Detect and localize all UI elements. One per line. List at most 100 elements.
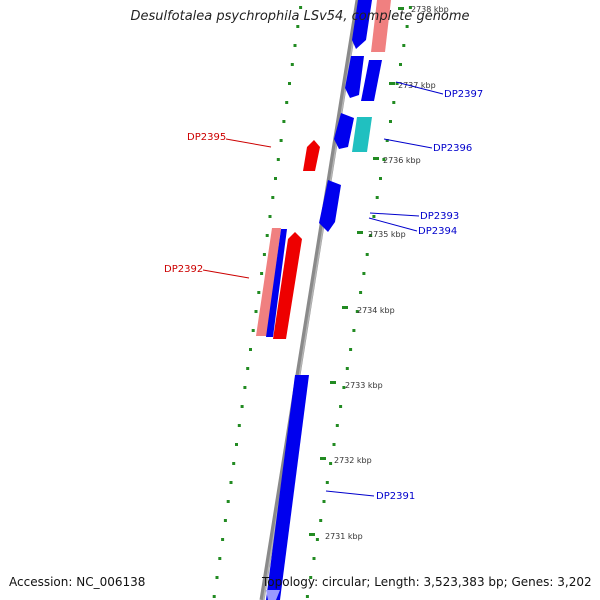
feature-rna-pink-top[interactable]	[371, 0, 391, 52]
gene-label-dp2397[interactable]: DP2397	[444, 89, 483, 100]
outer-guide-ring-dot	[296, 25, 300, 28]
inner-guide-ring-dot	[352, 329, 356, 332]
scale-tick-2735	[357, 231, 363, 234]
gene-label-dp2393[interactable]: DP2393	[420, 211, 459, 222]
scale-label-2734: 2734 kbp	[357, 306, 395, 315]
topology-text: Topology: circular; Length: 3,523,383 bp…	[262, 575, 592, 589]
inner-guide-ring-dot	[322, 500, 326, 503]
inner-guide-ring-dot	[335, 424, 339, 427]
feature-forward-top[interactable]	[352, 0, 372, 49]
inner-guide-ring-dot	[408, 6, 412, 9]
scale-label-2733: 2733 kbp	[345, 381, 383, 390]
feature-dp2397-a[interactable]	[345, 56, 364, 98]
outer-guide-ring-dot	[232, 462, 236, 465]
inner-guide-ring-dot	[369, 234, 373, 237]
feature-dp2397-b[interactable]	[361, 60, 382, 101]
inner-guide-ring-dot	[365, 253, 369, 256]
outer-guide-ring-dot	[226, 500, 230, 503]
outer-guide-ring-dot	[212, 595, 216, 598]
outer-guide-ring-dot	[251, 329, 255, 332]
scale-tick-2731	[309, 533, 315, 536]
scale-label-2731: 2731 kbp	[325, 532, 363, 541]
feature-dp2393[interactable]	[319, 180, 341, 232]
scale-tick-2737	[389, 82, 395, 85]
outer-guide-ring-dot	[249, 348, 252, 351]
gene-label-dp2392[interactable]: DP2392	[164, 264, 203, 275]
outer-guide-ring-dot	[293, 44, 297, 47]
feature-dp2391[interactable]	[266, 375, 309, 600]
outer-guide-ring-dot	[240, 405, 244, 408]
scale-label-2735: 2735 kbp	[368, 230, 406, 239]
gene-labels: DP2397 DP2396 DP2395 DP2393 DP2394 DP239…	[164, 89, 483, 502]
inner-guide-ring-dot	[305, 595, 309, 598]
inner-guide-ring-dot	[309, 576, 313, 579]
inner-guide-ring-dot	[332, 443, 336, 446]
feature-dp2395[interactable]	[303, 140, 320, 171]
inner-guide-ring-dot	[325, 481, 329, 484]
outer-guide-ring-dot	[265, 234, 269, 237]
outer-guide-ring-dot	[223, 519, 227, 522]
outer-guide-ring-dot	[237, 424, 241, 427]
inner-guide-ring-dot	[379, 177, 382, 180]
outer-guide-ring-dot	[260, 272, 264, 275]
feature-dp2391-arrow-tip	[266, 590, 280, 600]
gene-label-dp2391[interactable]: DP2391	[376, 491, 415, 502]
feature-dp2392-blue[interactable]	[266, 229, 287, 337]
scale-tick-2734	[342, 306, 348, 309]
inner-guide-ring-dot	[339, 405, 343, 408]
outer-guide-ring-dot	[229, 481, 233, 484]
scale-label-2737: 2737 kbp	[398, 81, 436, 90]
scale-label-2736: 2736 kbp	[383, 156, 421, 165]
inner-guide-ring-dot	[395, 82, 399, 85]
outer-guide-ring-dot	[221, 538, 225, 541]
gene-label-dp2396[interactable]: DP2396	[433, 143, 472, 154]
inner-guide-ring-dot	[405, 25, 409, 28]
inner-guide-ring-dot	[345, 367, 349, 370]
inner-guide-ring-dot	[375, 196, 379, 199]
feature-dp2396-cyan[interactable]	[352, 117, 372, 152]
scale-tick-2738	[398, 7, 404, 10]
outer-guide-ring-dot	[268, 215, 272, 218]
inner-guide-ring-dot	[312, 557, 316, 560]
inner-guide-ring-dot	[402, 44, 406, 47]
outer-guide-ring-dot	[285, 101, 289, 104]
outer-guide-ring-dot	[290, 63, 294, 66]
genome-title: Desulfotalea psychrophila LSv54, complet…	[130, 9, 470, 24]
inner-guide-ring-dot	[349, 348, 353, 351]
feature-dp2396-a[interactable]	[334, 113, 354, 149]
inner-guide-ring-dot	[342, 386, 346, 389]
accession-text: Accession: NC_006138	[9, 575, 146, 589]
outer-guide-ring-dot	[282, 120, 286, 123]
outer-guide-ring-dot	[271, 196, 275, 199]
inner-guide-ring-dot	[399, 63, 402, 66]
gene-label-dp2394[interactable]: DP2394	[418, 226, 457, 237]
outer-guide-ring-dot	[288, 82, 291, 85]
outer-guide-ring-dot	[257, 291, 261, 294]
outer-guide-ring-dot	[299, 6, 303, 9]
outer-guide-ring-dot	[243, 386, 247, 389]
gene-label-leaders	[202, 81, 444, 497]
scale-label-2732: 2732 kbp	[334, 456, 372, 465]
inner-guide-ring-dot	[319, 519, 323, 522]
scale-ticks: 2738 kbp 2737 kbp 2736 kbp 2735 kbp 2734…	[309, 5, 449, 541]
inner-guide-ring-dot	[382, 158, 386, 161]
outer-guide-ring-dot	[254, 310, 258, 313]
outer-guide-ring-dot	[215, 576, 219, 579]
outer-guide-ring-dot	[276, 158, 280, 161]
inner-guide-ring-dot	[315, 538, 319, 541]
outer-guide-ring-dot	[218, 557, 222, 560]
inner-guide-ring-dot	[329, 462, 333, 465]
inner-guide-ring-dot	[392, 101, 396, 104]
inner-guide-ring-dot	[355, 310, 359, 313]
inner-guide-ring-dot	[372, 215, 376, 218]
outer-guide-ring-dot	[274, 177, 277, 180]
inner-guide-ring-dot	[385, 139, 389, 142]
scale-label-2738: 2738 kbp	[411, 5, 449, 14]
gene-label-dp2395[interactable]: DP2395	[187, 132, 226, 143]
inner-guide-ring-dot	[389, 120, 392, 123]
outer-guide-ring-dot	[246, 367, 250, 370]
feature-dp2392-pink[interactable]	[256, 228, 281, 336]
feature-dp2392-red[interactable]	[273, 232, 302, 339]
scale-tick-2732	[320, 457, 326, 460]
